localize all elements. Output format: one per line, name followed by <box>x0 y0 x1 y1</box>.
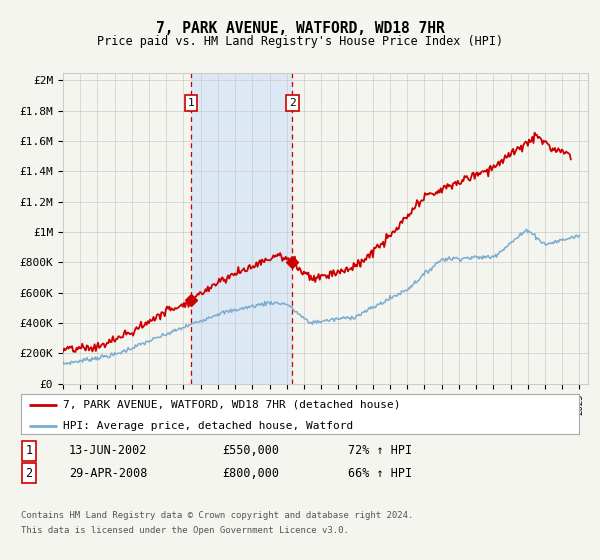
Text: 2: 2 <box>25 466 32 480</box>
Text: Contains HM Land Registry data © Crown copyright and database right 2024.: Contains HM Land Registry data © Crown c… <box>21 511 413 520</box>
Bar <box>191 73 292 384</box>
Text: 1: 1 <box>188 98 194 108</box>
Text: 1: 1 <box>25 444 32 458</box>
Text: 29-APR-2008: 29-APR-2008 <box>69 466 148 480</box>
Text: 2: 2 <box>289 98 296 108</box>
Text: £800,000: £800,000 <box>222 466 279 480</box>
Text: £550,000: £550,000 <box>222 444 279 458</box>
Text: 66% ↑ HPI: 66% ↑ HPI <box>348 466 412 480</box>
Text: 72% ↑ HPI: 72% ↑ HPI <box>348 444 412 458</box>
Text: Price paid vs. HM Land Registry's House Price Index (HPI): Price paid vs. HM Land Registry's House … <box>97 35 503 48</box>
Text: 7, PARK AVENUE, WATFORD, WD18 7HR (detached house): 7, PARK AVENUE, WATFORD, WD18 7HR (detac… <box>63 400 400 410</box>
Text: 7, PARK AVENUE, WATFORD, WD18 7HR: 7, PARK AVENUE, WATFORD, WD18 7HR <box>155 21 445 36</box>
Text: This data is licensed under the Open Government Licence v3.0.: This data is licensed under the Open Gov… <box>21 526 349 535</box>
Text: HPI: Average price, detached house, Watford: HPI: Average price, detached house, Watf… <box>63 421 353 431</box>
Text: 13-JUN-2002: 13-JUN-2002 <box>69 444 148 458</box>
